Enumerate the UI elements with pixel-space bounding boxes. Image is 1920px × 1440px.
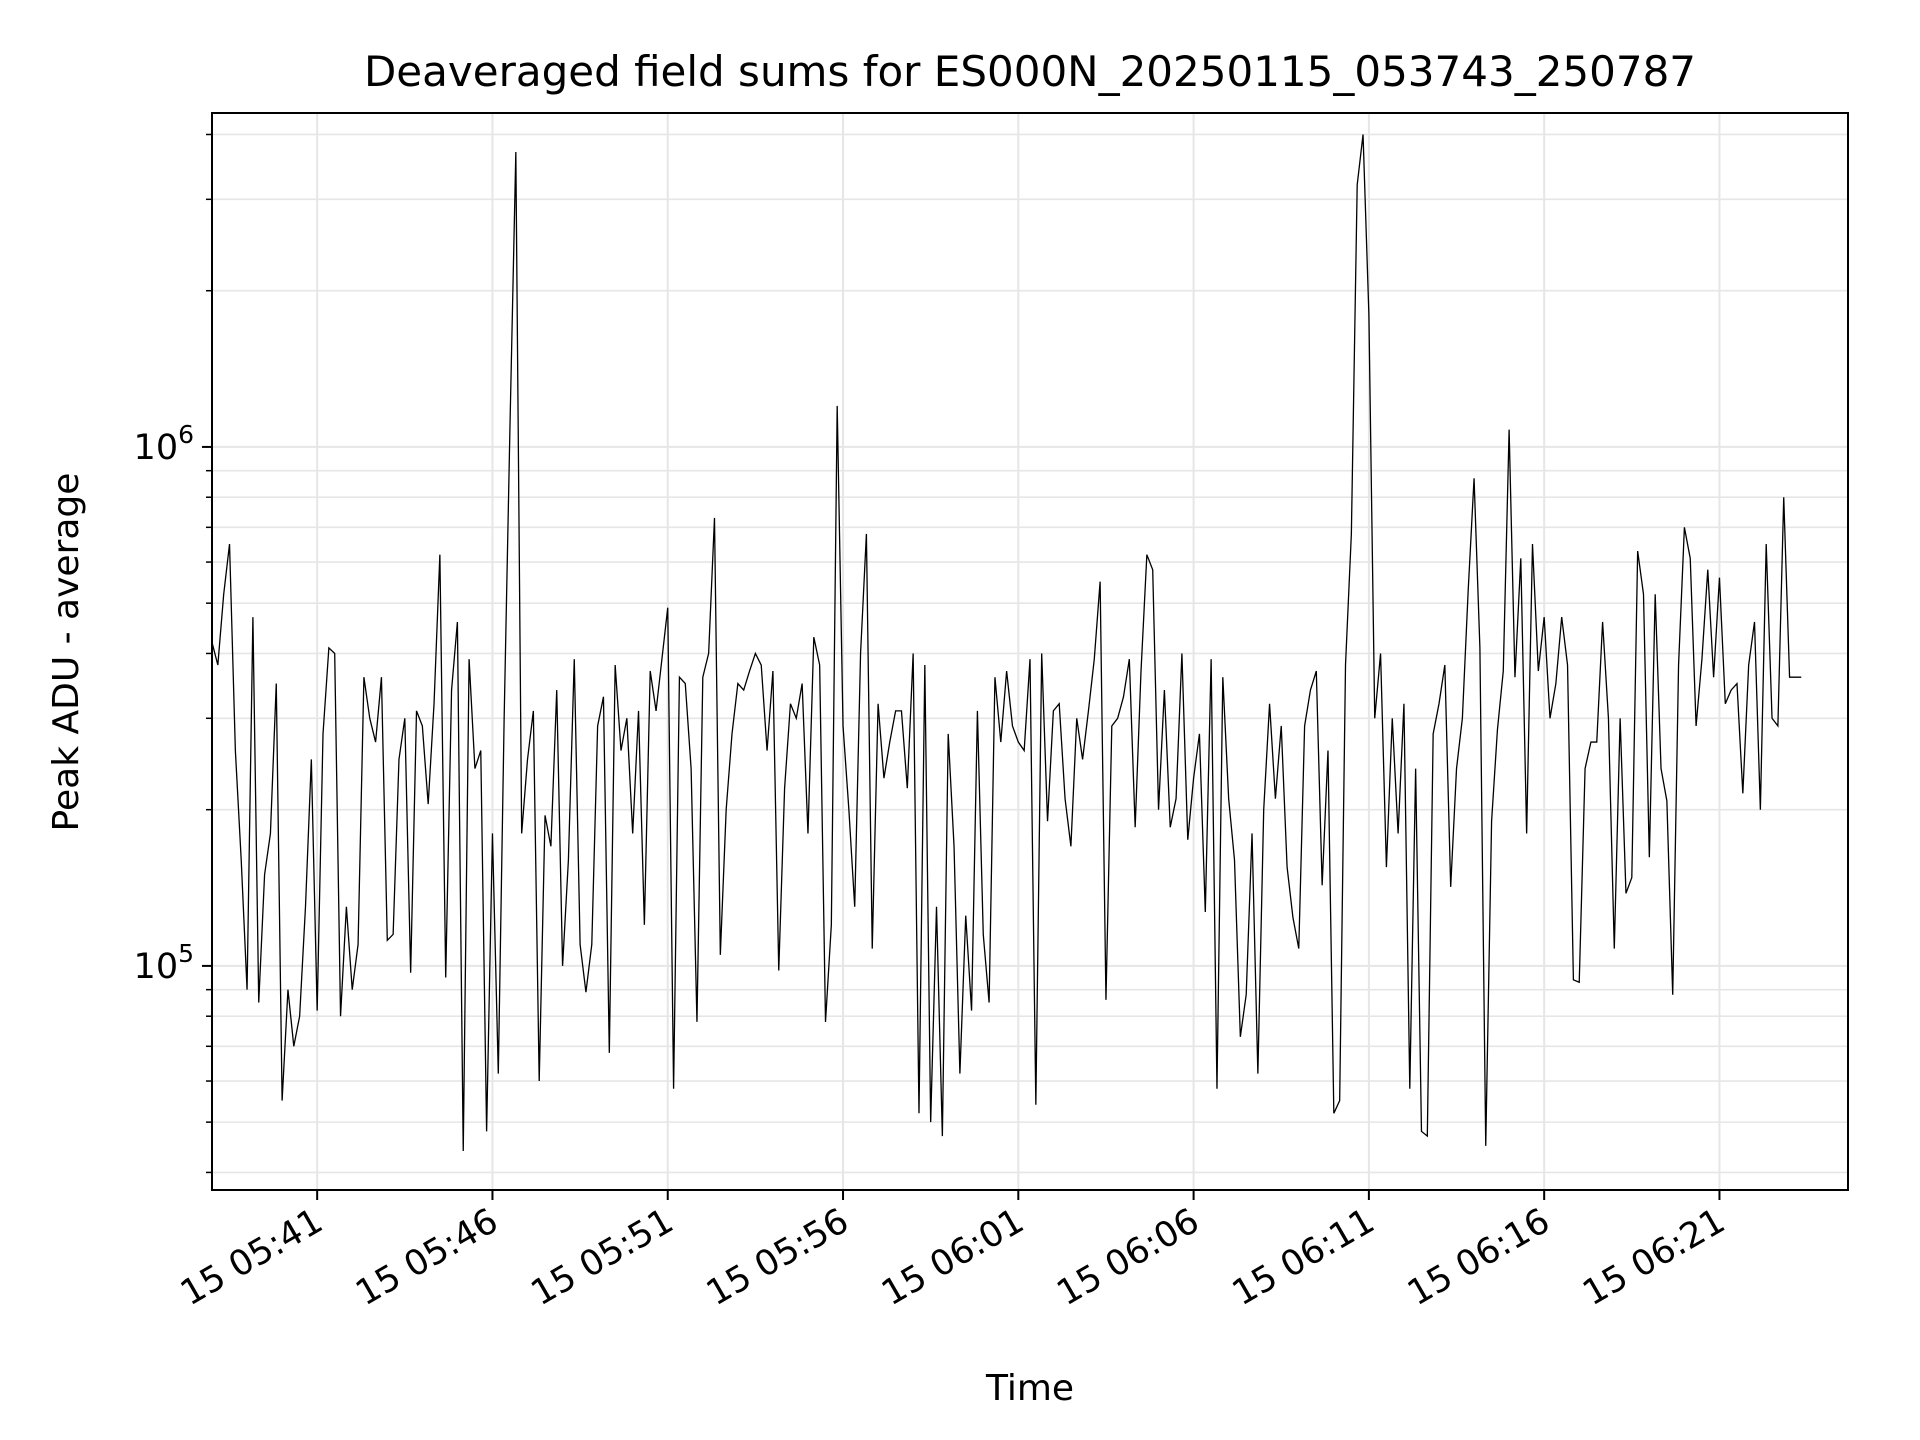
y-tick-exponent: 6 <box>178 420 194 449</box>
y-axis-label: Peak ADU - average <box>46 473 87 832</box>
y-tick-base: 10 <box>134 947 179 987</box>
y-tick-exponent: 5 <box>178 939 194 968</box>
y-tick-label: 105 <box>134 939 194 987</box>
grid <box>212 113 1848 1190</box>
x-axis-label: Time <box>985 1368 1074 1409</box>
y-tick-label: 106 <box>134 420 194 468</box>
plot-frame <box>211 112 1849 1191</box>
series-line <box>211 134 1802 1151</box>
chart-title: Deaveraged field sums for ES000N_2025011… <box>364 47 1696 96</box>
y-tick-base: 10 <box>134 428 179 468</box>
series-layer <box>211 134 1802 1151</box>
